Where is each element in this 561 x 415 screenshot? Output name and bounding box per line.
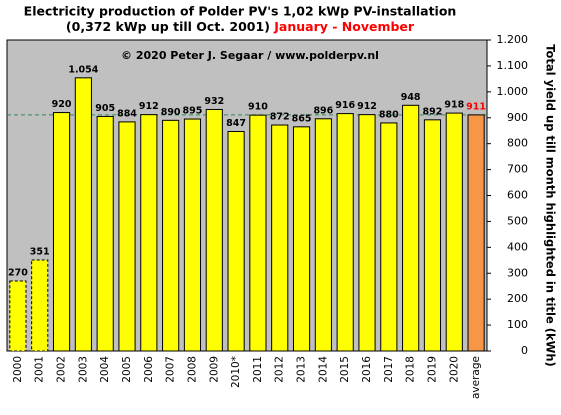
y-tick-label: 900	[507, 111, 528, 124]
x-tick-label: 2015	[339, 356, 351, 383]
x-tick-label: 2002	[56, 356, 68, 383]
x-tick-label: 2007	[165, 356, 177, 383]
y-tick-label: 1.000	[497, 85, 529, 98]
bar	[74, 77, 92, 352]
value-label: 890	[161, 107, 181, 118]
x-tick-label: 2013	[296, 356, 308, 383]
value-label: 847	[226, 118, 246, 129]
bar	[249, 114, 267, 352]
value-label: 892	[423, 106, 443, 117]
subtitle-highlight: January - November	[273, 19, 415, 34]
chart-subtitle: (0,372 kWp up till Oct. 2001) January - …	[66, 19, 415, 34]
value-label: 918	[444, 100, 464, 111]
bar	[162, 119, 180, 352]
bar	[423, 119, 442, 352]
x-tick-label: 2008	[186, 356, 198, 383]
bar	[314, 118, 332, 352]
bar	[118, 121, 136, 352]
bar	[336, 113, 354, 352]
x-tick-label: 2004	[99, 356, 111, 383]
value-label: 270	[8, 268, 28, 279]
bar	[271, 124, 289, 352]
value-label: 911	[466, 101, 486, 112]
value-label: 905	[95, 103, 115, 114]
subtitle: (0,372 kWp up till Oct. 2001)	[66, 19, 270, 34]
y-tick-label: 1.100	[497, 59, 529, 72]
x-tick-label: 2012	[274, 356, 286, 383]
value-label: 910	[248, 102, 268, 113]
x-tick-label: 2010*	[230, 356, 242, 388]
bar	[380, 122, 398, 352]
chart-title: Electricity production of Polder PV's 1,…	[24, 4, 457, 19]
value-label: 884	[117, 108, 137, 119]
y-tick-label: 400	[507, 240, 528, 253]
value-label: 916	[335, 100, 355, 111]
x-tick-label: 2001	[34, 356, 46, 383]
value-label: 895	[183, 106, 203, 117]
x-tick-label: 2003	[77, 356, 89, 383]
value-label: 948	[401, 92, 421, 103]
value-label: 1.054	[68, 64, 98, 75]
bar	[445, 112, 463, 352]
bar	[227, 130, 245, 352]
x-tick-label: 2020	[448, 356, 460, 383]
y-tick-label: 300	[507, 266, 528, 279]
y-tick-label: 600	[507, 189, 528, 202]
value-label: 872	[270, 112, 290, 123]
x-tick-label: 2011	[252, 356, 264, 383]
value-label: 896	[313, 105, 333, 116]
x-tick-label: 2017	[383, 356, 395, 383]
y-tick-label: 800	[507, 137, 528, 150]
bar	[9, 280, 27, 352]
bar	[96, 115, 114, 352]
bar	[467, 114, 485, 352]
x-tick-label: 2014	[317, 356, 329, 383]
x-tick-label: 2016	[361, 356, 373, 383]
y-tick-label: 100	[507, 318, 528, 331]
x-tick-label: 2006	[143, 356, 155, 383]
y-tick-label: 0	[521, 344, 528, 357]
value-label: 920	[52, 99, 72, 110]
x-tick-label: 2019	[426, 356, 438, 383]
value-label: 932	[204, 96, 224, 107]
y-tick-label: 1.200	[497, 33, 529, 46]
value-label: 351	[30, 247, 50, 258]
x-tick-label: average	[470, 356, 482, 399]
y-tick-label: 700	[507, 163, 528, 176]
bar	[52, 112, 71, 352]
x-tick-label: 2000	[12, 356, 24, 383]
annotation: © 2020 Peter J. Segaar / www.polderpv.nl	[121, 49, 379, 62]
value-label: 912	[357, 101, 377, 112]
y-tick-label: 500	[507, 214, 528, 227]
bar	[140, 114, 158, 352]
value-label: 880	[379, 109, 399, 120]
y-tick-label: 200	[507, 292, 528, 305]
bar	[292, 126, 311, 352]
x-tick-label: 2018	[405, 356, 417, 383]
bar	[358, 114, 376, 352]
x-tick-label: 2005	[121, 356, 133, 383]
value-label: 912	[139, 101, 159, 112]
value-label: 865	[292, 113, 312, 124]
x-tick-label: 2009	[208, 356, 220, 383]
bar	[205, 108, 223, 352]
bar	[31, 259, 49, 352]
y-axis-label: Total yield up till month highlighted in…	[544, 44, 558, 367]
bar	[183, 118, 202, 352]
bar	[402, 104, 420, 352]
